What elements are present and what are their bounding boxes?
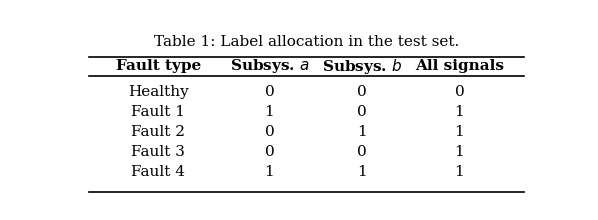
Text: 1: 1 (264, 104, 274, 119)
Text: Healthy: Healthy (128, 85, 188, 99)
Text: 1: 1 (357, 165, 367, 179)
Text: Fault 1: Fault 1 (131, 104, 185, 119)
Text: Fault type: Fault type (115, 59, 201, 73)
Text: 1: 1 (264, 165, 274, 179)
Text: 1: 1 (454, 165, 464, 179)
Text: 1: 1 (454, 125, 464, 139)
Text: 1: 1 (454, 145, 464, 159)
Text: 1: 1 (357, 125, 367, 139)
Text: 0: 0 (357, 85, 367, 99)
Text: Subsys. $b$: Subsys. $b$ (322, 57, 402, 76)
Text: 0: 0 (264, 125, 274, 139)
Text: 0: 0 (454, 85, 464, 99)
Text: Fault 4: Fault 4 (131, 165, 185, 179)
Text: 0: 0 (357, 104, 367, 119)
Text: 0: 0 (357, 145, 367, 159)
Text: 0: 0 (264, 85, 274, 99)
Text: Table 1: Label allocation in the test set.: Table 1: Label allocation in the test se… (154, 35, 459, 49)
Text: 1: 1 (454, 104, 464, 119)
Text: Subsys. $a$: Subsys. $a$ (230, 57, 309, 75)
Text: All signals: All signals (415, 59, 504, 73)
Text: Fault 3: Fault 3 (131, 145, 185, 159)
Text: Fault 2: Fault 2 (131, 125, 185, 139)
Text: 0: 0 (264, 145, 274, 159)
